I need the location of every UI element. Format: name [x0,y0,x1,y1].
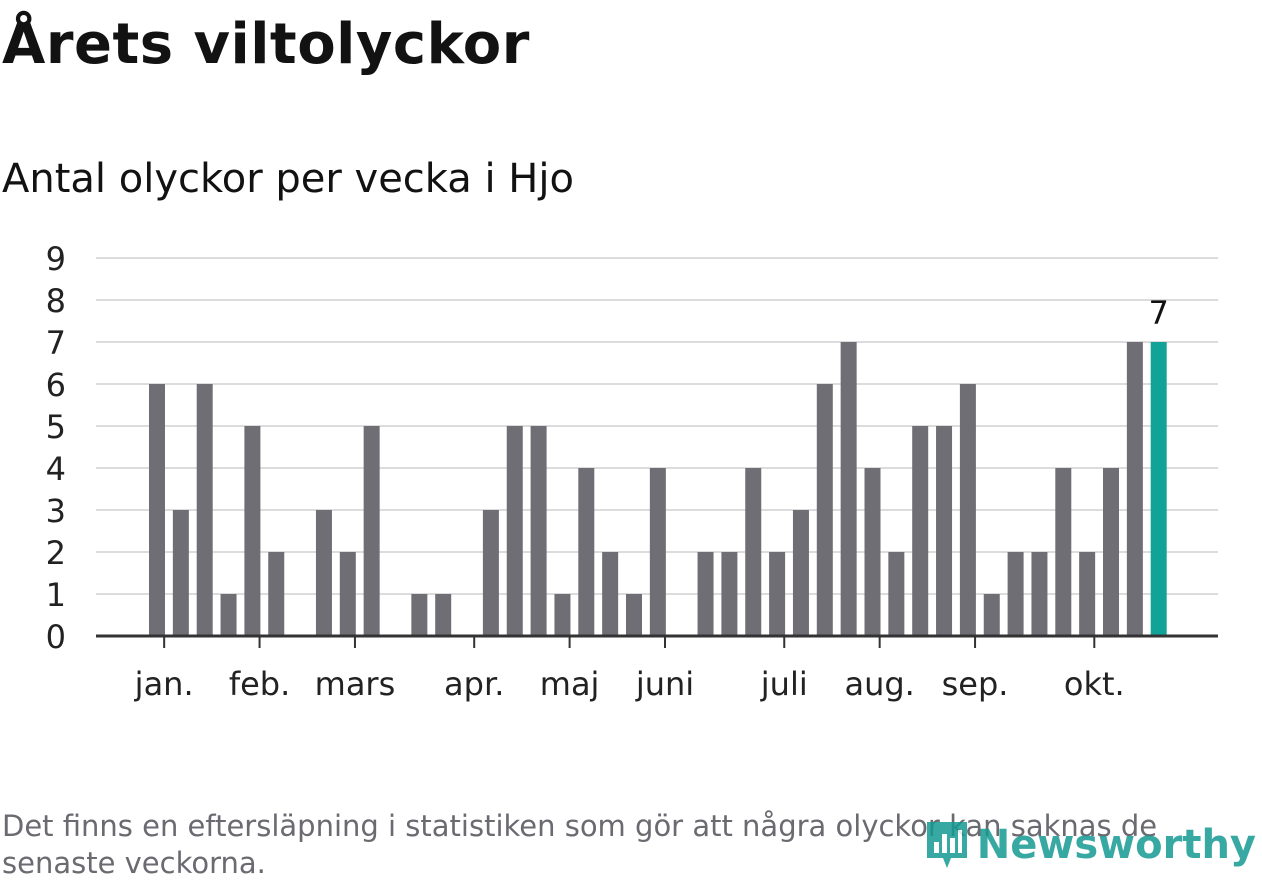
bar [959,384,976,636]
y-tick-label: 4 [46,450,66,488]
bar [578,468,595,636]
bar [315,510,332,636]
y-tick-label: 9 [46,240,66,278]
bar [792,510,809,636]
y-tick-label: 3 [46,492,66,530]
bars [149,342,1167,636]
y-tick-label: 6 [46,366,66,404]
bar [1031,552,1048,636]
bar [864,468,881,636]
data-labels: 7 [1149,294,1169,332]
bar [244,426,261,636]
bar [721,552,738,636]
data-label-current-week: 7 [1149,294,1169,332]
x-tick-label: sep. [942,665,1009,703]
x-tick-label: mars [315,665,396,703]
bar [149,384,165,636]
bar [411,594,428,636]
bar [530,426,547,636]
bar [626,594,642,636]
chart-subtitle: Antal olyckor per vecka i Hjo [2,156,574,202]
bar [1007,552,1024,636]
bar [1079,552,1096,636]
bar [363,426,380,636]
x-tick-label: feb. [229,665,290,703]
bar [220,594,237,636]
bar-current-week [1150,342,1167,636]
y-tick-label: 1 [46,576,66,614]
bar [912,426,929,636]
bar [888,552,905,636]
bar [769,552,786,636]
y-axis-ticks: 0 1 2 3 4 5 6 7 8 9 [46,240,66,656]
bar [482,510,499,636]
bar [983,594,1000,636]
bar [840,342,857,636]
bar [554,594,571,636]
x-tick-label: maj [540,665,600,703]
bar [506,426,523,636]
x-tick-label: jan. [134,665,194,703]
x-tick-label: aug. [844,665,914,703]
y-tick-label: 7 [46,324,66,362]
x-tick-label: juni [635,665,694,703]
x-tick-label: apr. [444,665,504,703]
y-tick-label: 5 [46,408,66,446]
x-tick-label: juli [760,665,808,703]
bar [1055,468,1072,636]
bar [1126,342,1143,636]
bar [435,594,452,636]
bar [268,552,285,636]
bar [697,552,714,636]
newsworthy-logo[interactable]: Newsworthy [923,818,1256,872]
chart-logo-icon [926,822,967,868]
x-tick-label: okt. [1064,665,1125,703]
y-tick-label: 0 [46,618,66,656]
x-axis: jan. feb. mars apr. maj juni juli aug. sep. okt. [96,634,1218,703]
y-tick-label: 8 [46,282,66,320]
bar [196,384,213,636]
bar [602,552,619,636]
bar [816,384,833,636]
chart-title: Årets viltolyckor [2,12,530,77]
y-tick-label: 2 [46,534,66,572]
bar [745,468,762,636]
bar [649,468,666,636]
bar [1103,468,1119,636]
brand-name: Newsworthy [976,822,1256,868]
bar [936,426,953,636]
bar [172,510,189,636]
bar-chart: 0 1 2 3 4 5 6 7 8 9 jan. feb. mars apr. maj juni juli au… [46,240,1218,703]
bar [339,552,356,636]
